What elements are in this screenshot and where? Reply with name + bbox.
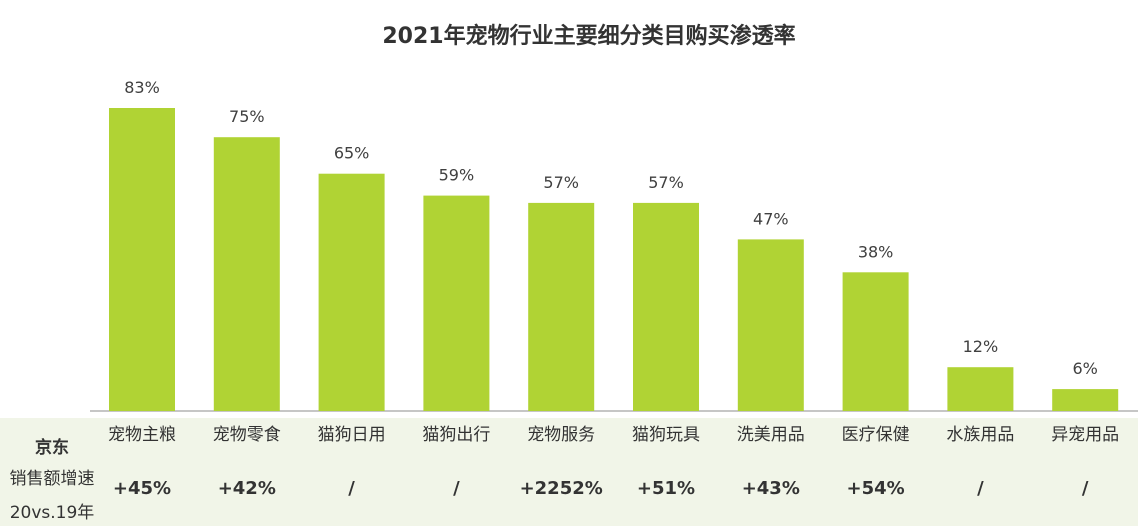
category-label-1: 宠物主粮 [108, 425, 176, 445]
category-label-9: 水族用品 [946, 425, 1014, 445]
bar-2 [213, 137, 280, 411]
growth-cell-5: +2252% [519, 478, 603, 499]
growth-cell-6: +51% [636, 478, 696, 499]
chart-title: 2021年宠物行业主要细分类目购买渗透率 [382, 24, 796, 49]
growth-cell-7: +43% [741, 478, 800, 499]
growth-cell-10: / [1081, 478, 1089, 499]
category-label-7: 洗美用品 [737, 425, 805, 445]
data-label-5: 57% [543, 173, 579, 192]
data-label-4: 59% [439, 166, 475, 185]
bar-7 [737, 239, 804, 411]
bar-10 [1052, 389, 1119, 411]
bar-4 [423, 195, 490, 411]
bar-6 [633, 202, 699, 411]
growth-cell-1: +45% [112, 478, 172, 499]
row-label-metric-line1: 销售额增速 [9, 469, 95, 489]
category-label-6: 猫狗玩具 [632, 425, 700, 445]
data-label-1: 83% [124, 78, 160, 97]
data-label-7: 47% [753, 209, 789, 228]
row-label-metric-line2: 20vs.19年 [9, 503, 95, 523]
bar-1 [109, 108, 175, 411]
bar-8 [842, 272, 909, 411]
category-label-4: 猫狗出行 [422, 425, 490, 445]
table-background [0, 418, 1138, 526]
growth-cell-8: +54% [846, 478, 905, 499]
bar-9 [947, 367, 1014, 411]
bar-5 [528, 202, 595, 411]
growth-cell-9: / [977, 478, 984, 499]
growth-cell-3: / [348, 478, 355, 499]
data-label-8: 38% [858, 242, 894, 261]
data-label-9: 12% [963, 337, 999, 356]
category-label-5: 宠物服务 [527, 425, 595, 445]
category-label-10: 异宠用品 [1051, 425, 1119, 445]
growth-cell-4: / [453, 478, 460, 499]
category-label-3: 猫狗日用 [318, 425, 386, 445]
category-label-2: 宠物零食 [213, 425, 281, 445]
row-label-jd: 京东 [35, 438, 69, 458]
data-label-2: 75% [229, 107, 265, 126]
data-label-6: 57% [648, 173, 684, 192]
data-label-10: 6% [1073, 359, 1098, 378]
data-label-3: 65% [334, 144, 370, 163]
bar-3 [318, 173, 385, 411]
category-label-8: 医疗保健 [842, 425, 910, 445]
growth-cell-2: +42% [217, 478, 276, 499]
